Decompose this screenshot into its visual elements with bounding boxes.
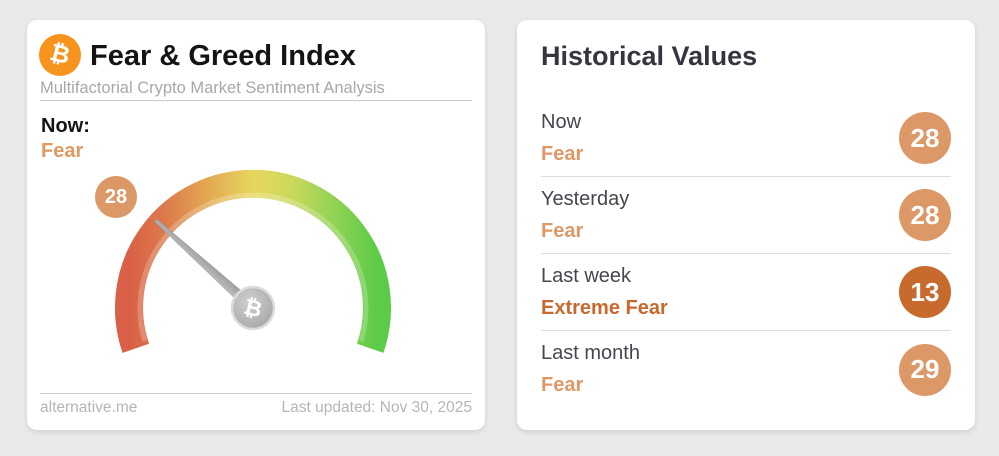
gauge-arc-highlight	[137, 192, 369, 342]
row-sentiment: Fear	[541, 219, 584, 242]
row-value-badge: 13	[899, 266, 951, 318]
gauge-hub-bitcoin-icon: ₿	[241, 295, 264, 324]
divider	[40, 100, 472, 101]
gauge-value-text: 28	[104, 185, 128, 208]
gauge-value-badge: 28	[95, 176, 137, 218]
history-row-last-week: Last week Extreme Fear 13	[541, 254, 951, 331]
row-value-text: 28	[910, 122, 940, 153]
row-sentiment: Fear	[541, 142, 584, 165]
source-link[interactable]: alternative.me	[40, 399, 138, 416]
row-value-text: 13	[910, 276, 940, 307]
bitcoin-logo-icon: ₿	[39, 34, 81, 76]
page-title: Fear & Greed Index	[90, 40, 356, 72]
history-row-yesterday: Yesterday Fear 28	[541, 177, 951, 254]
bitcoin-glyph: ₿	[47, 39, 73, 70]
row-value-badge: 28	[899, 112, 951, 164]
divider	[40, 393, 472, 394]
row-period-label: Yesterday	[541, 187, 630, 210]
row-sentiment: Fear	[541, 374, 584, 396]
row-value-text: 28	[910, 199, 940, 230]
row-sentiment: Extreme Fear	[541, 296, 668, 319]
row-value-text: 29	[910, 354, 940, 384]
row-period-label: Last week	[541, 264, 632, 287]
history-rows: Now Fear 28 Yesterday Fear 28 Last week …	[541, 100, 951, 408]
gauge-hub	[230, 285, 276, 331]
history-row-now: Now Fear 28	[541, 100, 951, 177]
page-subtitle: Multifactorial Crypto Market Sentiment A…	[40, 79, 385, 97]
row-value-badge: 29	[899, 343, 951, 396]
row-period-label: Last month	[541, 342, 640, 364]
row-period-label: Now	[541, 110, 582, 133]
historical-values-card: Historical Values Now Fear 28 Yesterday …	[517, 20, 975, 430]
now-label: Now:	[41, 115, 90, 137]
row-value-badge: 28	[899, 189, 951, 241]
fear-greed-index-card: ₿ Fear & Greed Index Multifactorial Cryp…	[27, 20, 485, 430]
history-row-last-month: Last month Fear 29	[541, 331, 951, 408]
now-sentiment-value: Fear	[41, 140, 84, 162]
gauge-chart: ₿	[115, 169, 391, 353]
history-title: Historical Values	[541, 41, 758, 71]
gauge-arc	[115, 169, 391, 353]
last-updated-text: Last updated: Nov 30, 2025	[281, 399, 472, 416]
